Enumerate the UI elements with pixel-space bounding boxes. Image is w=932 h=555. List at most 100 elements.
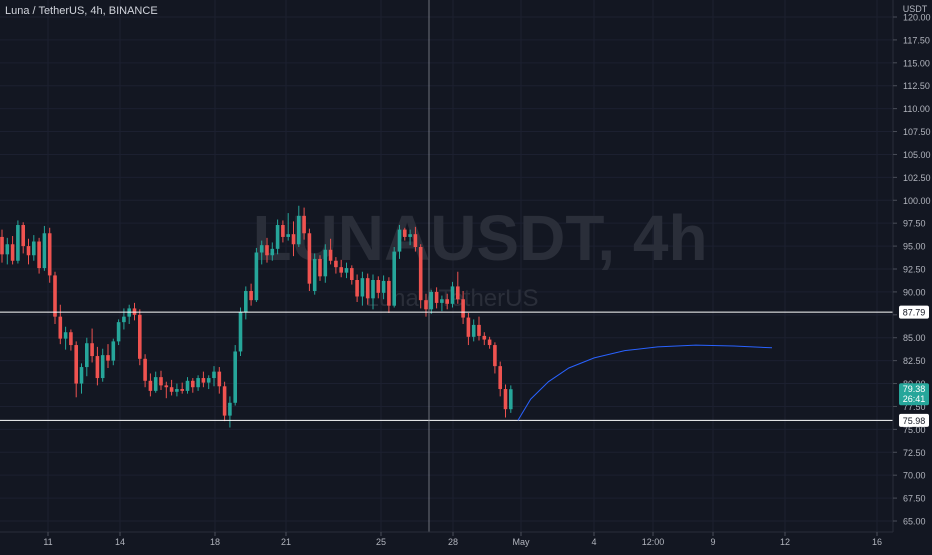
candle-body [312,258,317,291]
y-tick-label: 70.00 [903,471,926,481]
y-tick-label: 67.50 [903,494,926,504]
candle-body [344,268,349,273]
candle-body [196,378,200,388]
candle-body [281,225,285,237]
y-tick-label: 97.50 [903,219,926,229]
candle-body [307,233,312,284]
candle-body [381,280,386,293]
candle-body [5,244,10,255]
candle-body [265,245,269,256]
candle-body [169,387,174,392]
y-tick-label: 117.50 [903,35,930,45]
y-tick-label: 90.00 [903,287,926,297]
candle-body [318,258,322,277]
candle-body [180,389,184,391]
candle-body [254,252,259,301]
candle-body [297,215,301,245]
candle-body [371,279,375,299]
candle-body [323,249,328,277]
candle-body [21,225,25,247]
candle-body [434,291,439,303]
candle-body [440,299,444,303]
candle-body [111,341,116,361]
candle-body [275,225,280,249]
candle-body [429,291,434,310]
candle-body [456,286,460,300]
candle-body [238,312,243,352]
candle-body [408,234,412,237]
candle-body [244,290,248,313]
candle-body [185,380,190,391]
candle-body [291,234,296,245]
candle-body [259,245,264,253]
projection-curve[interactable] [517,344,773,421]
x-tick-label: 12 [780,537,790,547]
candle-body [450,286,455,304]
candle-body [132,308,137,315]
candle-body [471,324,476,337]
candle-body [74,345,78,384]
countdown-label: 26:41 [903,394,926,404]
candle-body [339,267,343,273]
last-price-label: 79.38 [903,384,926,394]
y-tick-label: 72.50 [903,448,926,458]
candle-body [69,332,73,346]
x-tick-label: 4 [591,537,596,547]
candle-body [228,402,232,416]
x-tick-label: 9 [710,537,715,547]
candle-body [164,385,169,388]
candle-body [201,378,206,383]
candle-body [222,386,227,416]
x-tick-label: 18 [210,537,220,547]
candle-body [32,241,36,256]
candle-body [376,279,381,293]
candle-body [58,316,63,339]
y-tick-label: 92.50 [903,265,926,275]
y-tick-label: 95.00 [903,242,926,252]
currency-label: USDT [903,4,928,14]
candle-body [100,355,105,379]
candle-body [487,339,492,346]
candle-body [365,278,370,299]
candle-body [461,299,465,318]
x-tick-label: May [512,537,530,547]
y-tick-label: 112.50 [903,81,930,91]
x-tick-label: 12:00 [642,537,665,547]
candle-body [37,241,41,269]
candle-body [286,234,290,237]
candle-body [0,236,4,255]
candle-body [26,246,31,256]
symbol-title: Luna / TetherUS, 4h, BINANCE [5,5,158,17]
candle-body [191,380,195,388]
candle-body [153,377,158,391]
candle-body [116,322,121,342]
candle-body [387,280,391,306]
candle-body [498,366,502,390]
x-tick-label: 28 [448,537,458,547]
candle-body [79,367,84,384]
line-price-badge-label: 75.98 [903,416,926,426]
candle-body [413,234,418,248]
candle-body [360,278,365,297]
candle-body [63,332,68,339]
y-tick-label: 105.00 [903,150,931,160]
candle-body [95,356,100,379]
y-tick-label: 100.00 [903,196,931,206]
candle-body [493,345,497,367]
price-axis-background [893,0,932,550]
candle-body [148,380,153,391]
line-price-badge [899,305,929,319]
candle-body [424,300,428,310]
x-tick-label: 21 [281,537,291,547]
candle-body [206,378,211,383]
candle-body [397,229,402,252]
candle-body [249,290,253,301]
y-tick-label: 107.50 [903,127,931,137]
candle-body [328,249,333,261]
candle-body [233,351,237,403]
x-tick-label: 14 [115,537,125,547]
candle-body [175,389,179,392]
candle-body [85,343,89,368]
